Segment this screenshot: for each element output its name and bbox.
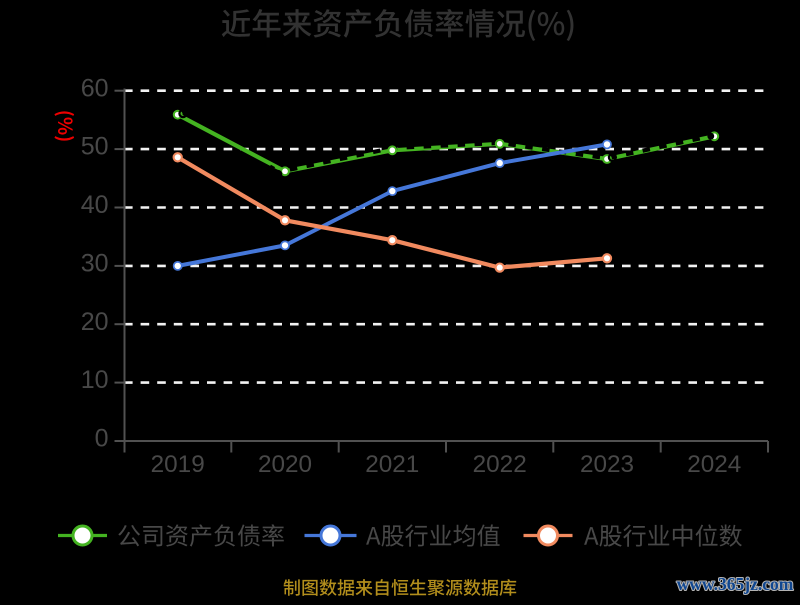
svg-text:10: 10 — [81, 366, 109, 394]
svg-text:20: 20 — [81, 308, 109, 336]
svg-text:2024: 2024 — [687, 451, 741, 478]
svg-text:www.365jz.com: www.365jz.com — [677, 574, 794, 594]
svg-text:50: 50 — [81, 133, 109, 161]
svg-text:40: 40 — [81, 191, 109, 219]
svg-text:2019: 2019 — [151, 451, 205, 478]
svg-text:60: 60 — [81, 74, 109, 102]
svg-text:2023: 2023 — [580, 451, 634, 478]
svg-text:0: 0 — [95, 425, 109, 453]
svg-text:2022: 2022 — [473, 451, 527, 478]
svg-text:2021: 2021 — [365, 451, 419, 478]
svg-text:30: 30 — [81, 250, 109, 278]
svg-text:2020: 2020 — [258, 451, 312, 478]
